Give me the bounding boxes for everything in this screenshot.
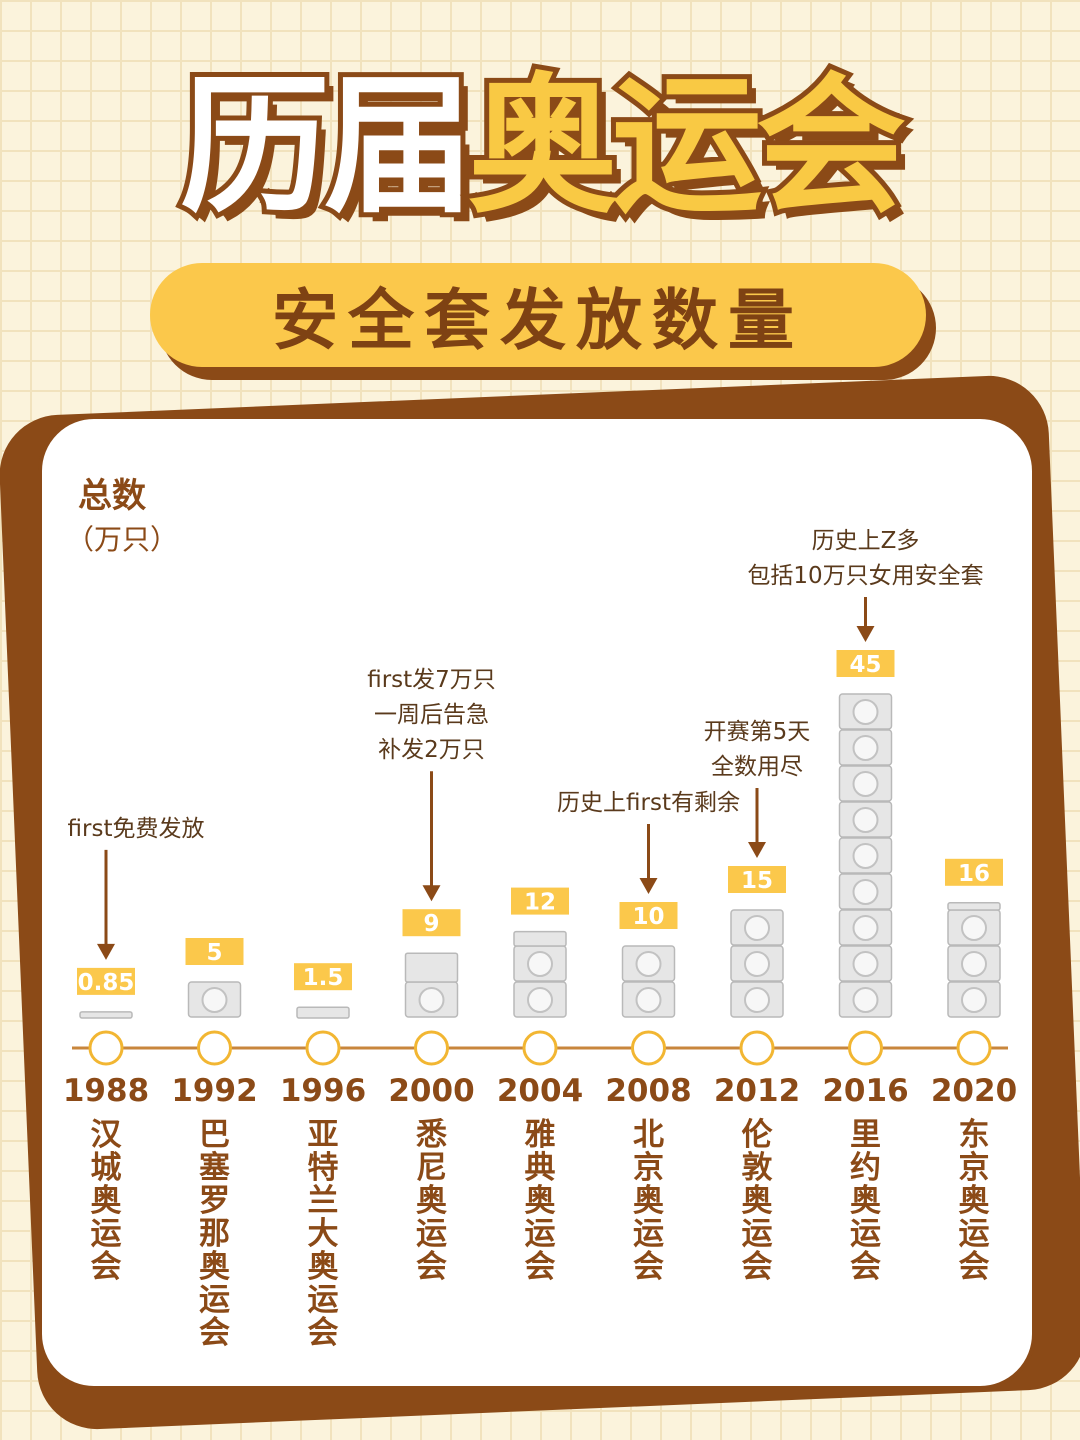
condom-packet-partial (404, 952, 459, 983)
condom-packet-partial (513, 930, 567, 947)
timeline-marker (631, 1030, 666, 1066)
condom-ring (527, 951, 553, 977)
value-label: 9 (423, 911, 439, 937)
condom-ring (852, 807, 879, 833)
value-label: 0.85 (78, 970, 135, 996)
value-label-box (185, 938, 244, 965)
value-label-box (728, 866, 786, 893)
condom-ring (852, 843, 879, 869)
city-label: 亚特兰大奥运会 (308, 1117, 339, 1351)
value-label-box (836, 650, 895, 677)
value-label: 1.5 (303, 965, 344, 991)
annotation-text: first免费发放 (68, 816, 205, 842)
annotation-arrowhead (856, 626, 875, 642)
year-label: 1988 (63, 1073, 149, 1109)
value-label: 15 (741, 868, 773, 894)
year-label: 2012 (714, 1073, 800, 1109)
condom-packet-partial (296, 1006, 350, 1019)
value-label-box (945, 858, 1003, 886)
city-label: 雅典奥运会 (525, 1117, 556, 1285)
city-label: 伦敦奥运会 (742, 1117, 774, 1285)
condom-ring (852, 699, 879, 725)
timeline-marker (956, 1030, 992, 1066)
value-label: 16 (958, 861, 990, 887)
title-part1: 历届 (175, 57, 479, 237)
year-label: 2020 (931, 1073, 1017, 1109)
annotation-arrowhead (97, 943, 115, 960)
condom-ring (852, 771, 879, 797)
city-label: 北京奥运会 (633, 1117, 664, 1285)
annotation-text: 开赛第5天 (704, 719, 811, 745)
annotation-text: 历史上first有剩余 (557, 790, 740, 816)
title-part2: 奥运会 (463, 57, 911, 237)
annotation-text: 全数用尽 (711, 754, 803, 780)
condom-ring (961, 915, 987, 941)
condom-ring (201, 987, 228, 1013)
year-label: 1996 (280, 1073, 366, 1109)
year-label: 2016 (822, 1073, 908, 1109)
annotation-arrowhead (639, 878, 658, 894)
value-label-box (294, 963, 352, 991)
annotation-arrowhead (748, 842, 766, 858)
condom-ring (852, 879, 879, 905)
timeline-marker (522, 1030, 558, 1066)
annotation-text: 包括10万只女用安全套 (747, 563, 983, 589)
condom-ring (852, 735, 879, 761)
value-label: 12 (524, 890, 556, 916)
condom-ring (527, 987, 553, 1013)
condom-ring (961, 987, 987, 1013)
condom-packet-partial (79, 1011, 133, 1019)
condom-ring (852, 915, 879, 941)
condom-ring (635, 951, 662, 977)
city-label: 巴塞罗那奥运会 (199, 1117, 230, 1351)
city-label: 悉尼奥运会 (416, 1117, 447, 1285)
annotation-text: 历史上Z多 (812, 528, 920, 554)
city-label: 里约奥运会 (850, 1117, 881, 1285)
city-label: 东京奥运会 (959, 1117, 990, 1285)
timeline-marker (414, 1030, 449, 1066)
timeline-marker (305, 1030, 341, 1066)
timeline-marker (848, 1030, 883, 1066)
value-label: 45 (849, 652, 881, 678)
timeline-marker (88, 1030, 124, 1066)
year-label: 2008 (605, 1073, 691, 1109)
condom-packet-partial (947, 902, 1001, 911)
city-label: 汉城奥运会 (91, 1117, 123, 1285)
value-label: 5 (206, 940, 222, 966)
y-axis-unit: （万只） (66, 523, 178, 556)
condom-ring (852, 987, 879, 1013)
timeline-marker (197, 1030, 232, 1066)
year-label: 2004 (497, 1073, 583, 1109)
annotation-text: 一周后告急 (374, 702, 489, 728)
page-title: 历届奥运会 (0, 57, 1080, 237)
condom-ring (744, 951, 770, 977)
annotation-arrowhead (422, 885, 441, 902)
condom-ring (418, 987, 445, 1013)
annotation-text: 补发2万只 (378, 737, 485, 763)
subtitle-banner: 安全套发放数量 (150, 263, 926, 367)
condom-ring (961, 951, 987, 977)
year-label: 2000 (388, 1073, 474, 1109)
timeline-marker (739, 1030, 775, 1066)
condom-ring (744, 987, 770, 1013)
value-label: 10 (632, 904, 664, 930)
value-label-box (511, 887, 569, 915)
value-label-box (77, 967, 135, 995)
condom-ring (744, 915, 770, 941)
value-label-box (402, 909, 461, 937)
condom-ring (635, 987, 662, 1013)
year-label: 1992 (171, 1073, 257, 1109)
annotation-text: first发7万只 (367, 667, 496, 693)
value-label-box (619, 902, 678, 929)
condom-ring (852, 951, 879, 977)
y-axis-title: 总数 (78, 476, 146, 516)
